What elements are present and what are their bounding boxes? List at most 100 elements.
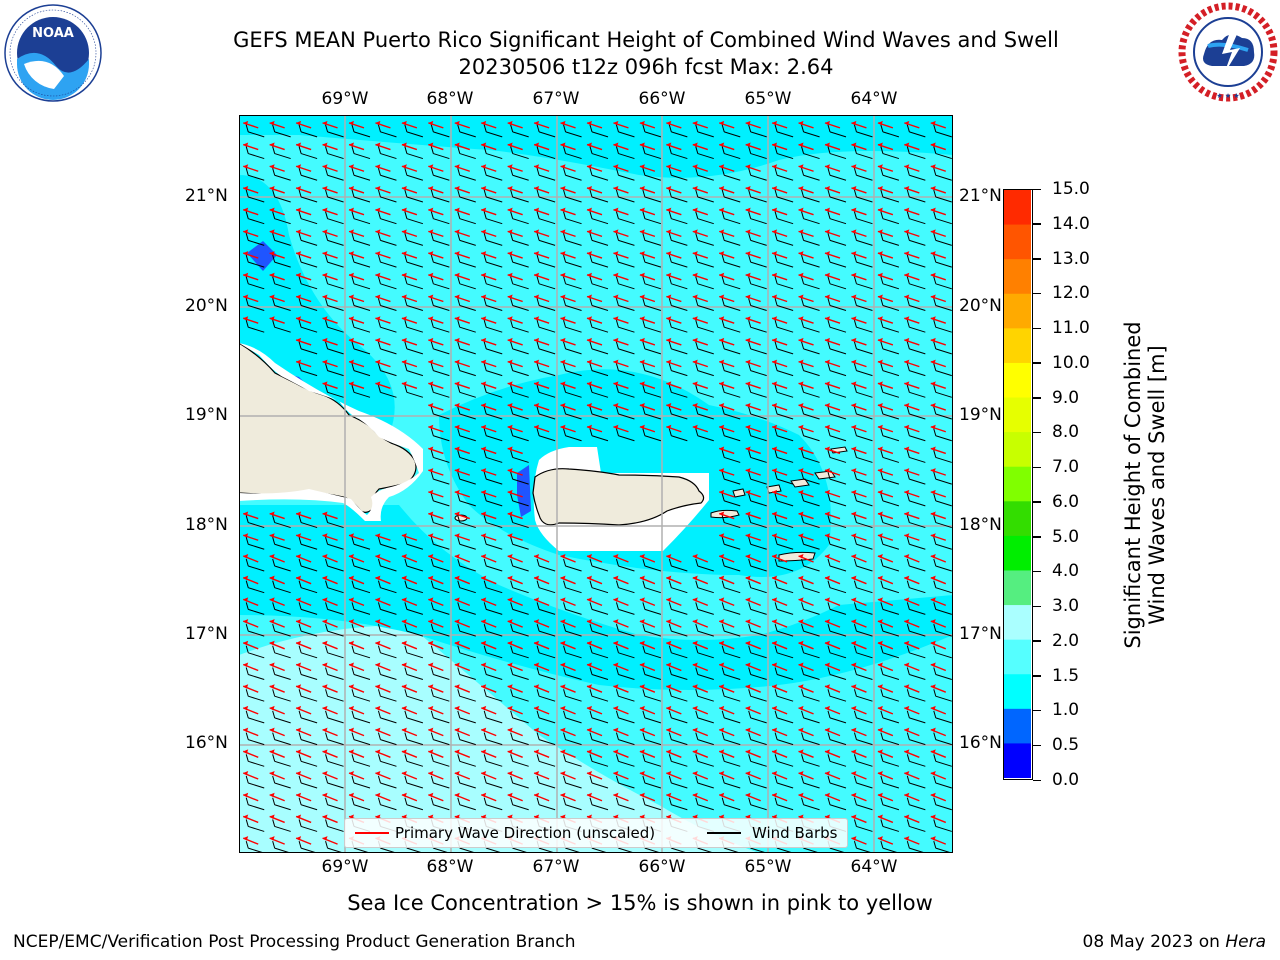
wave-direction-arrowhead — [322, 251, 328, 256]
wave-direction-arrowhead — [613, 229, 619, 234]
wave-direction-arrowhead — [401, 207, 407, 213]
wind-barb — [801, 254, 820, 268]
lat-label-left: 21°N — [185, 186, 228, 206]
wind-barb — [589, 363, 609, 377]
wave-direction-arrowhead — [639, 424, 645, 430]
wave-direction-arrowhead — [481, 164, 487, 169]
wave-direction-arrowhead — [534, 120, 540, 126]
wave-direction-arrowhead — [560, 164, 566, 169]
wind-barb — [933, 320, 952, 333]
wave-direction-arrowhead — [772, 771, 778, 776]
wind-barb — [483, 363, 503, 377]
wave-direction-arrowhead — [798, 359, 804, 365]
wave-direction-arrowhead — [851, 251, 857, 256]
wave-direction-arrowhead — [851, 185, 857, 191]
wave-direction-arrowhead — [930, 553, 936, 559]
wind-barb — [748, 341, 767, 355]
wave-direction-arrowhead — [877, 489, 883, 495]
colorbar-tick-label: 6.0 — [1052, 491, 1080, 512]
wave-direction-arrowhead — [454, 164, 460, 169]
wind-barb — [483, 385, 503, 398]
wave-direction-arrowhead — [428, 662, 434, 667]
wave-direction-arrowhead — [798, 533, 804, 538]
wave-direction-arrowhead — [692, 207, 698, 213]
wind-barb — [563, 320, 582, 333]
wave-direction-arrowhead — [507, 511, 513, 517]
wave-direction-arrowhead — [930, 575, 936, 581]
wind-barb — [933, 341, 952, 355]
wave-direction-arrowhead — [692, 272, 698, 278]
wind-barb — [721, 211, 741, 225]
wind-barb — [536, 428, 556, 442]
wave-direction-arrowhead — [825, 381, 830, 386]
wave-direction-arrowhead — [772, 640, 778, 646]
wave-direction-arrowhead — [428, 359, 434, 365]
wave-direction-arrowhead — [428, 749, 434, 754]
wave-direction-arrowhead — [798, 468, 804, 473]
wind-barb — [695, 385, 714, 398]
wind-barb — [880, 320, 900, 333]
wave-direction-arrowhead — [719, 468, 725, 473]
wave-direction-arrowhead — [243, 749, 249, 754]
wave-direction-arrowhead — [904, 814, 910, 819]
wave-direction-arrowhead — [666, 185, 672, 191]
wave-direction-arrowhead — [930, 185, 936, 191]
wind-barb — [563, 233, 582, 246]
wave-direction-arrowhead — [798, 619, 804, 624]
colorbar-segment — [1004, 605, 1031, 641]
wave-direction-arrowhead — [639, 575, 645, 581]
wave-direction-arrowhead — [269, 533, 275, 538]
land-puerto-rico — [532, 468, 705, 526]
wave-direction-arrowhead — [904, 684, 910, 689]
wave-direction-arrowhead — [322, 684, 328, 689]
wind-barb — [774, 211, 794, 225]
wave-direction-arrowhead — [428, 446, 434, 451]
wave-direction-arrowhead — [639, 705, 645, 711]
wave-direction-arrowhead — [587, 792, 592, 798]
wave-direction-arrowhead — [692, 771, 698, 776]
wave-direction-arrowhead — [296, 294, 302, 299]
wave-direction-arrowhead — [825, 446, 830, 451]
wind-barb — [272, 276, 291, 290]
wave-direction-arrowhead — [745, 229, 751, 234]
wave-direction-arrowhead — [904, 836, 910, 841]
wave-direction-arrowhead — [401, 142, 407, 148]
wind-barb — [563, 298, 582, 311]
wave-direction-arrowhead — [507, 553, 513, 559]
wind-barb — [325, 363, 344, 377]
wave-direction-arrowhead — [322, 640, 328, 646]
colorbar-title-line1: Significant Height of Combined — [1121, 321, 1145, 649]
wave-direction-arrowhead — [930, 272, 936, 278]
lat-label-right: 18°N — [959, 515, 1002, 535]
wave-direction-arrowhead — [454, 359, 460, 365]
wave-direction-arrowhead — [825, 316, 830, 321]
wave-direction-arrowhead — [930, 316, 936, 321]
wave-direction-arrowhead — [639, 185, 645, 191]
wave-direction-arrowhead — [587, 749, 592, 754]
wind-barb — [483, 146, 503, 160]
wave-direction-arrowhead — [481, 662, 487, 667]
wind-barb — [589, 189, 609, 203]
wind-barb — [457, 189, 476, 203]
colorbar-tick-label: 2.0 — [1052, 630, 1080, 651]
wave-direction-arrowhead — [375, 749, 381, 754]
wind-barb — [351, 254, 371, 268]
wind-barb — [589, 276, 609, 290]
map-canvas[interactable] — [239, 115, 953, 853]
wave-direction-arrowhead — [772, 727, 778, 733]
wind-barb — [457, 385, 476, 398]
wind-barb — [668, 298, 688, 311]
wave-direction-arrowhead — [587, 337, 592, 343]
wave-direction-arrowhead — [507, 468, 513, 473]
wind-barb — [827, 254, 847, 268]
wave-direction-arrowhead — [745, 468, 751, 473]
wind-barb — [483, 320, 503, 333]
wind-barb — [827, 341, 847, 355]
wave-direction-arrowhead — [692, 142, 698, 148]
wave-direction-arrowhead — [719, 185, 725, 191]
wave-direction-arrowhead — [507, 337, 513, 343]
wind-barb — [404, 233, 424, 246]
wind-barb — [615, 406, 635, 420]
wind-barb — [615, 341, 635, 355]
wave-direction-arrowhead — [269, 511, 275, 517]
